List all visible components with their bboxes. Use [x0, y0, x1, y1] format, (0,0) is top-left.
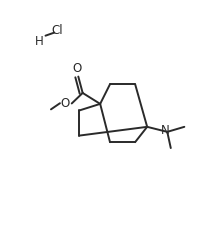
Text: H: H: [35, 35, 43, 48]
Text: O: O: [72, 62, 81, 75]
Text: Cl: Cl: [52, 24, 63, 37]
Text: O: O: [61, 97, 70, 110]
Text: N: N: [161, 124, 170, 137]
